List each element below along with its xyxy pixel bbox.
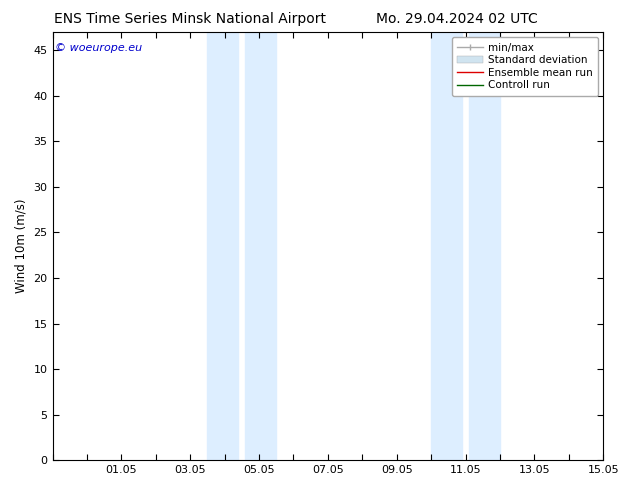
- Y-axis label: Wind 10m (m/s): Wind 10m (m/s): [15, 199, 28, 294]
- Legend: min/max, Standard deviation, Ensemble mean run, Controll run: min/max, Standard deviation, Ensemble me…: [451, 37, 598, 96]
- Bar: [207, 32, 238, 460]
- Bar: [469, 32, 500, 460]
- Bar: [431, 32, 462, 460]
- Text: © woeurope.eu: © woeurope.eu: [55, 43, 143, 53]
- Bar: [245, 32, 276, 460]
- Text: ENS Time Series Minsk National Airport: ENS Time Series Minsk National Airport: [54, 12, 327, 26]
- Text: Mo. 29.04.2024 02 UTC: Mo. 29.04.2024 02 UTC: [375, 12, 538, 26]
